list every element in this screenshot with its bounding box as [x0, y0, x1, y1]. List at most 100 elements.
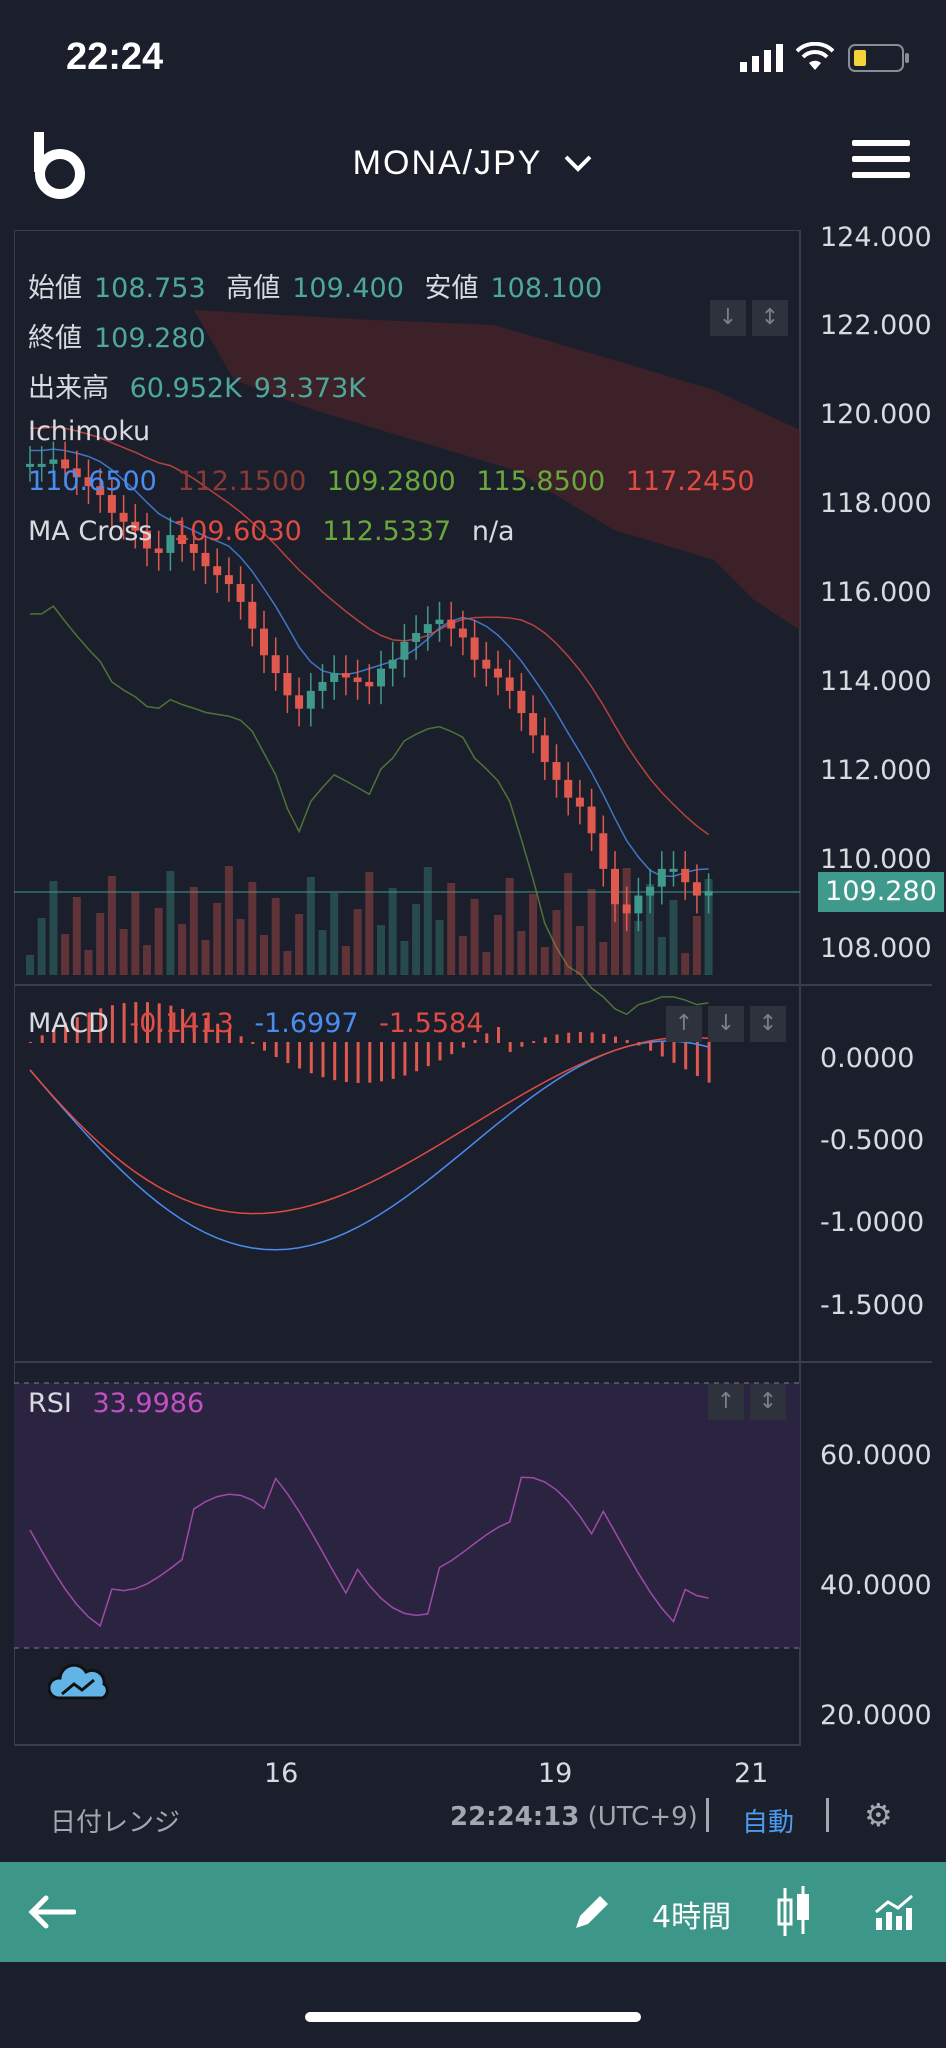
price-tick: 114.000 — [820, 666, 932, 697]
volume-bar — [84, 950, 93, 975]
macd-histogram-bar — [263, 1042, 266, 1051]
pane-resize-button[interactable]: ↕ — [752, 300, 788, 336]
macd-histogram-bar — [356, 1042, 360, 1083]
ohlc-legend-row2: 終値 109.280 — [28, 316, 218, 355]
macd-histogram-bar — [99, 1008, 103, 1043]
hamburger-menu-icon[interactable] — [852, 140, 910, 184]
macd-histogram-bar — [75, 1017, 79, 1043]
macd-histogram-bar — [368, 1042, 372, 1083]
date-tick: 21 — [734, 1758, 769, 1789]
ichimoku-label: Ichimoku — [28, 416, 151, 447]
volume-bar — [412, 904, 421, 975]
candle-body — [599, 833, 608, 869]
status-time: 22:24 — [66, 36, 164, 78]
price-tick: 124.000 — [820, 222, 932, 253]
rsi-tick: 40.0000 — [820, 1570, 932, 1601]
rsi-up-button[interactable]: ↑ — [708, 1384, 744, 1420]
ichimoku-value-2: 112.1500 — [177, 466, 307, 497]
macd-histogram-bar — [274, 1042, 278, 1058]
rsi-legend: RSI 33.9986 — [28, 1388, 216, 1419]
macd-histogram-bar — [87, 1012, 91, 1043]
macd-up-button[interactable]: ↑ — [666, 1006, 702, 1042]
chart-canvas[interactable] — [14, 230, 932, 1790]
macd-histogram-bar — [520, 1042, 524, 1047]
candle-body — [271, 655, 280, 674]
open-value: 108.753 — [94, 273, 206, 304]
candle-body — [540, 735, 549, 763]
rsi-resize-button[interactable]: ↕ — [750, 1384, 786, 1420]
cloud-icon[interactable] — [48, 1662, 112, 1702]
macd-histogram-bar — [216, 1023, 220, 1043]
back-arrow-icon[interactable] — [28, 1894, 76, 1930]
macd-down-button[interactable]: ↓ — [708, 1006, 744, 1042]
candle-body — [201, 552, 210, 567]
macd-histogram-bar — [543, 1037, 547, 1043]
ichimoku-value-4: 115.8500 — [476, 466, 606, 497]
volume-bar — [692, 916, 701, 975]
macd-histogram-bar — [192, 1013, 196, 1043]
indicators-icon[interactable] — [874, 1892, 914, 1932]
candle-body — [154, 548, 163, 553]
low-value: 108.100 — [490, 273, 603, 304]
signal-line — [29, 1036, 709, 1215]
candle-body — [669, 868, 678, 872]
candle-body — [107, 495, 116, 513]
ohlc-legend-row1: 始値 108.753 高値 109.400 安値 108.100 — [28, 266, 614, 305]
macd-histogram-bar — [157, 1003, 161, 1043]
candle-body — [49, 459, 58, 464]
macd-label: MACD — [28, 1008, 109, 1039]
candle-body — [365, 681, 374, 687]
macd-histogram-bar — [602, 1033, 606, 1043]
candle-body — [458, 628, 467, 638]
volume-value-1: 60.952K — [129, 373, 242, 404]
macd-histogram-bar — [415, 1042, 419, 1072]
volume-bar — [400, 941, 409, 975]
date-range-button[interactable]: 日付レンジ — [50, 1808, 181, 1838]
volume-bar — [37, 918, 46, 975]
macd-histogram-bar — [707, 1042, 711, 1083]
macd-histogram-bar — [532, 1041, 536, 1043]
volume-bar — [646, 884, 655, 975]
macd-histogram-bar — [110, 1005, 114, 1043]
app-logo-icon[interactable] — [30, 130, 90, 200]
volume-bar — [166, 871, 175, 975]
macd-histogram-bar — [251, 1042, 255, 1045]
candle-body — [505, 677, 514, 691]
chart-footer: 日付レンジ 22:24:13 (UTC+9) 自動 ⚙ — [14, 1790, 932, 1846]
candle-body — [295, 695, 304, 709]
signal-icon — [740, 44, 783, 72]
price-tick: 112.000 — [820, 755, 932, 786]
pair-selector[interactable]: MONA/JPY — [0, 144, 946, 183]
macd-resize-button[interactable]: ↕ — [750, 1006, 786, 1042]
macd-histogram-bar — [567, 1032, 571, 1043]
candle-body — [96, 486, 105, 496]
gear-icon[interactable]: ⚙ — [864, 1796, 893, 1834]
volume-bar — [529, 894, 538, 975]
pane-down-button[interactable]: ↓ — [710, 300, 746, 336]
volume-legend: 出来高 60.952K 93.373K — [28, 366, 378, 405]
candlestick-icon[interactable] — [776, 1884, 812, 1940]
ma-cross-legend: MA Cross 109.6030 112.5337 n/a — [28, 516, 527, 547]
macd-histogram-bar — [590, 1032, 594, 1043]
pencil-icon[interactable] — [570, 1890, 614, 1934]
chevron-down-icon — [564, 155, 592, 172]
chart-area[interactable]: 始値 108.753 高値 109.400 安値 108.100 終値 109.280 … — [14, 222, 944, 1936]
volume-bar — [423, 867, 432, 975]
macd-histogram-bar — [239, 1036, 243, 1043]
candle-body — [318, 681, 327, 691]
home-indicator — [305, 2012, 641, 2022]
candle-body — [447, 619, 456, 629]
candle-body — [482, 659, 491, 669]
candle-body — [189, 544, 198, 553]
macd-histogram-bar — [555, 1034, 559, 1043]
volume-bar — [61, 934, 70, 975]
divider — [706, 1798, 709, 1832]
date-tick: 16 — [264, 1758, 299, 1789]
auto-scale-button[interactable]: 自動 — [742, 1808, 795, 1838]
macd-tick: -1.0000 — [820, 1207, 925, 1238]
high-value: 109.400 — [292, 273, 404, 304]
candle-body — [84, 477, 93, 487]
interval-selector[interactable]: 4時間 — [652, 1900, 732, 1935]
clock-display: 22:24:13 (UTC+9) — [450, 1802, 698, 1832]
volume-bar — [178, 924, 187, 975]
